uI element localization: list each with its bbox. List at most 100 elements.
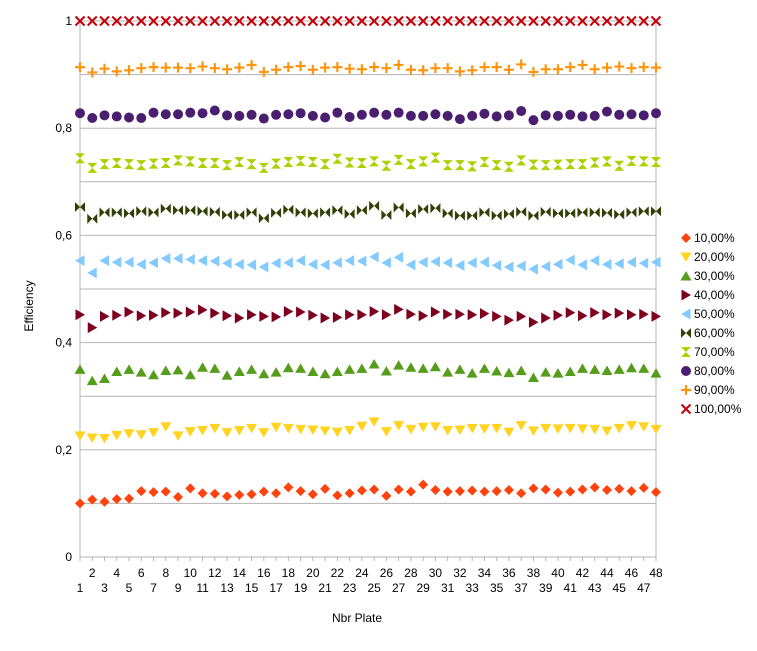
data-point — [111, 207, 122, 218]
series-9 — [75, 59, 661, 78]
data-point — [564, 366, 576, 377]
data-point — [651, 156, 661, 167]
legend-marker — [681, 289, 691, 301]
data-point — [258, 261, 269, 273]
data-point — [356, 64, 367, 75]
data-point — [209, 255, 220, 267]
data-point — [99, 207, 110, 218]
x-tick-label: 36 — [502, 566, 516, 580]
data-point — [381, 210, 392, 221]
data-point — [626, 155, 637, 166]
x-tick-label: 44 — [600, 566, 614, 580]
data-point — [418, 310, 429, 322]
data-point — [173, 109, 184, 120]
data-point — [601, 207, 612, 218]
data-point — [283, 15, 294, 27]
data-point — [100, 310, 110, 322]
data-point — [173, 205, 184, 216]
data-point — [393, 107, 404, 118]
data-point — [540, 206, 551, 217]
data-point — [429, 422, 441, 432]
data-point — [87, 162, 98, 173]
data-point — [210, 307, 220, 319]
data-point — [332, 107, 343, 118]
data-point — [344, 488, 355, 499]
data-point — [405, 362, 417, 372]
data-point — [454, 114, 465, 125]
legend-item: 50,00% — [681, 307, 735, 321]
data-point — [221, 15, 233, 27]
data-point — [148, 62, 159, 73]
data-point — [344, 63, 355, 74]
data-point — [626, 63, 637, 74]
data-point — [638, 482, 649, 493]
data-point — [283, 306, 294, 318]
data-point — [99, 15, 110, 27]
x-tick-label: 31 — [441, 581, 455, 595]
data-point — [540, 260, 551, 272]
data-point — [454, 15, 466, 27]
data-point — [356, 255, 367, 267]
data-point — [650, 424, 662, 435]
data-point — [541, 312, 551, 324]
data-point — [577, 484, 588, 495]
data-point — [589, 110, 600, 121]
data-point — [577, 111, 588, 122]
data-point — [148, 369, 160, 380]
data-point — [467, 257, 477, 269]
data-point — [565, 109, 576, 120]
data-point — [160, 252, 171, 264]
series-6 — [75, 200, 661, 224]
data-point — [614, 483, 625, 494]
data-point — [504, 314, 514, 326]
data-point — [614, 160, 625, 171]
data-point — [246, 207, 257, 218]
data-point — [540, 160, 551, 171]
data-point — [381, 490, 392, 501]
data-point — [258, 15, 270, 27]
data-point — [160, 62, 171, 73]
data-point — [528, 159, 539, 170]
data-points — [74, 15, 662, 509]
x-axis-title: Nbr Plate — [332, 611, 382, 625]
data-point — [258, 213, 269, 224]
data-point — [589, 157, 600, 168]
data-point — [75, 255, 85, 267]
data-point — [576, 363, 588, 373]
data-point — [308, 309, 318, 321]
data-point — [516, 310, 527, 322]
data-point — [332, 257, 342, 269]
legend-item: 10,00% — [681, 231, 735, 245]
data-point — [651, 256, 661, 268]
data-point — [393, 421, 405, 431]
data-point — [99, 63, 110, 74]
data-point — [344, 255, 355, 267]
data-point — [638, 206, 649, 217]
x-tick-label: 15 — [245, 581, 259, 595]
data-point — [381, 257, 391, 269]
data-point — [394, 303, 404, 315]
data-point — [209, 363, 221, 373]
data-point — [234, 15, 245, 27]
data-point — [173, 252, 183, 264]
data-point — [369, 62, 380, 73]
data-point — [184, 427, 196, 437]
x-tick-label: 6 — [138, 566, 145, 580]
data-point — [393, 251, 404, 263]
legend-marker — [680, 403, 692, 415]
data-point — [491, 111, 502, 122]
data-point — [356, 421, 368, 432]
y-tick-label: 0 — [65, 550, 72, 564]
data-point — [589, 64, 600, 75]
data-point — [479, 108, 490, 119]
data-point — [99, 159, 110, 170]
data-point — [295, 108, 306, 119]
data-point — [565, 254, 575, 266]
data-point — [540, 15, 551, 27]
data-point — [418, 479, 429, 490]
data-point — [209, 206, 220, 217]
data-point — [320, 112, 331, 123]
data-point — [197, 426, 209, 436]
x-tick-label: 41 — [564, 581, 578, 595]
data-point — [467, 65, 478, 76]
